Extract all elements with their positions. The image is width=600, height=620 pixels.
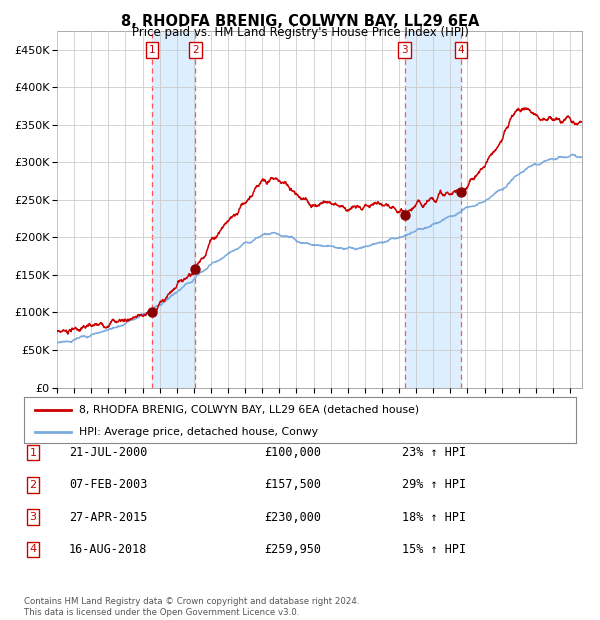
Text: 27-APR-2015: 27-APR-2015 bbox=[69, 511, 148, 523]
Text: 23% ↑ HPI: 23% ↑ HPI bbox=[402, 446, 466, 459]
Text: £157,500: £157,500 bbox=[264, 479, 321, 491]
Text: 21-JUL-2000: 21-JUL-2000 bbox=[69, 446, 148, 459]
Text: HPI: Average price, detached house, Conwy: HPI: Average price, detached house, Conw… bbox=[79, 427, 318, 436]
Text: 2: 2 bbox=[192, 45, 199, 55]
Text: £230,000: £230,000 bbox=[264, 511, 321, 523]
Text: 16-AUG-2018: 16-AUG-2018 bbox=[69, 543, 148, 556]
Text: 4: 4 bbox=[29, 544, 37, 554]
Text: 3: 3 bbox=[29, 512, 37, 522]
Text: 3: 3 bbox=[401, 45, 408, 55]
Bar bbox=[152, 31, 196, 388]
Text: 1: 1 bbox=[29, 448, 37, 458]
Text: 07-FEB-2003: 07-FEB-2003 bbox=[69, 479, 148, 491]
Text: 8, RHODFA BRENIG, COLWYN BAY, LL29 6EA (detached house): 8, RHODFA BRENIG, COLWYN BAY, LL29 6EA (… bbox=[79, 405, 419, 415]
Text: £100,000: £100,000 bbox=[264, 446, 321, 459]
Text: Price paid vs. HM Land Registry's House Price Index (HPI): Price paid vs. HM Land Registry's House … bbox=[131, 26, 469, 39]
Text: 8, RHODFA BRENIG, COLWYN BAY, LL29 6EA: 8, RHODFA BRENIG, COLWYN BAY, LL29 6EA bbox=[121, 14, 479, 29]
Text: 29% ↑ HPI: 29% ↑ HPI bbox=[402, 479, 466, 491]
Text: Contains HM Land Registry data © Crown copyright and database right 2024.
This d: Contains HM Land Registry data © Crown c… bbox=[24, 598, 359, 617]
Text: 18% ↑ HPI: 18% ↑ HPI bbox=[402, 511, 466, 523]
Bar bbox=[404, 31, 461, 388]
Text: 1: 1 bbox=[149, 45, 155, 55]
Text: 2: 2 bbox=[29, 480, 37, 490]
Text: 15% ↑ HPI: 15% ↑ HPI bbox=[402, 543, 466, 556]
Text: 4: 4 bbox=[458, 45, 464, 55]
Text: £259,950: £259,950 bbox=[264, 543, 321, 556]
